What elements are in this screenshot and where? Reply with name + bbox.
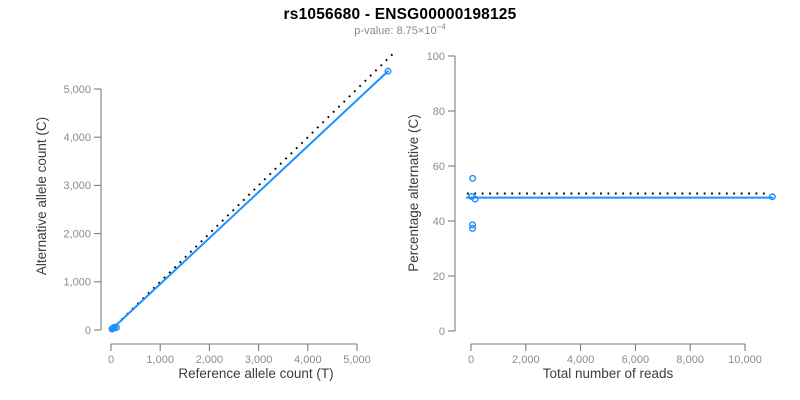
x-tick-label: 1,000 bbox=[146, 354, 174, 366]
x-axis-title: Reference allele count (T) bbox=[178, 366, 333, 381]
x-tick-label: 2,000 bbox=[196, 354, 224, 366]
x-tick-label: 5,000 bbox=[343, 354, 371, 366]
figure-subtitle: p-value: 8.75×10−4 bbox=[0, 22, 800, 37]
y-tick-label: 80 bbox=[433, 106, 445, 118]
x-tick-label: 6,000 bbox=[622, 354, 650, 366]
y-tick-label: 3,000 bbox=[63, 180, 91, 192]
left-panel-allele-counts: 0 1,000 2,000 3,000 4,000 5,000 0 1,000 2,000 3,0… bbox=[34, 52, 395, 381]
y-axis-title: Percentage alternative (C) bbox=[406, 114, 421, 272]
x-tick-label: 2,000 bbox=[512, 354, 540, 366]
data-point bbox=[469, 221, 477, 229]
y-tick-label: 100 bbox=[427, 51, 445, 63]
y-tick-label: 60 bbox=[433, 161, 445, 173]
y-tick-label: 40 bbox=[433, 216, 445, 228]
data-point bbox=[469, 174, 477, 182]
x-tick-label: 10,000 bbox=[728, 354, 762, 366]
y-tick-label: 2,000 bbox=[63, 228, 91, 240]
y-tick-label: 5,000 bbox=[63, 84, 91, 96]
data-point bbox=[471, 195, 479, 203]
y-axis-title: Alternative allele count (C) bbox=[34, 117, 49, 275]
data-point bbox=[768, 193, 776, 201]
x-tick-label: 4,000 bbox=[294, 354, 322, 366]
x-tick-label: 0 bbox=[108, 354, 114, 366]
y-tick-label: 20 bbox=[433, 271, 445, 283]
y-tick-label: 4,000 bbox=[63, 132, 91, 144]
y-tick-label: 0 bbox=[85, 325, 91, 337]
x-tick-label: 8,000 bbox=[676, 354, 704, 366]
pvalue-label: p-value: 8.75×10 bbox=[354, 25, 437, 37]
figure-title: rs1056680 - ENSG00000198125 bbox=[283, 6, 517, 23]
fit-line bbox=[110, 70, 389, 331]
x-tick-label: 3,000 bbox=[245, 354, 273, 366]
data-point bbox=[469, 224, 477, 232]
y-tick-label: 0 bbox=[439, 326, 445, 338]
identity-dotted-line bbox=[110, 52, 395, 331]
x-tick-label: 0 bbox=[468, 354, 474, 366]
y-tick-label: 1,000 bbox=[63, 277, 91, 289]
x-axis-title: Total number of reads bbox=[543, 366, 674, 381]
right-panel-percentage: 0 20 40 60 80 100 0 2,000 4,000 6,000 8,000 10,000 T… bbox=[406, 51, 776, 381]
data-point bbox=[384, 67, 392, 75]
pvalue-exponent: −4 bbox=[436, 22, 446, 32]
x-tick-label: 4,000 bbox=[567, 354, 595, 366]
data-point bbox=[112, 323, 120, 331]
